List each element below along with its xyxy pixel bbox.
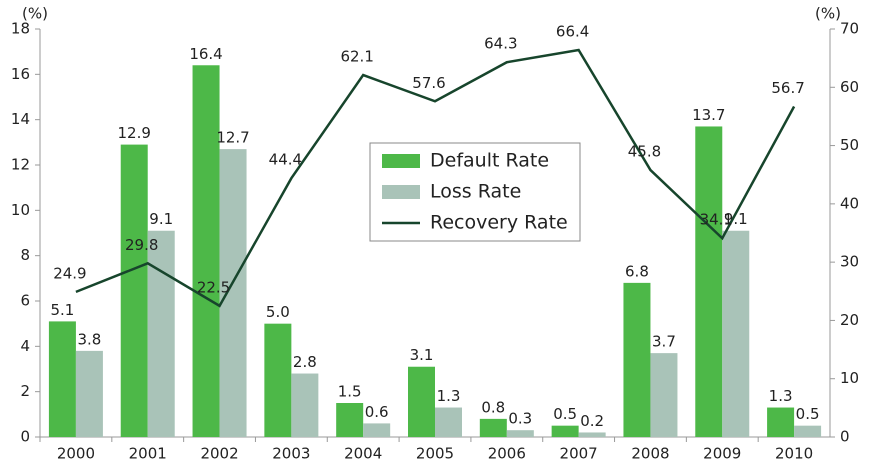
legend-label: Loss Rate [430,181,521,203]
legend-label: Recovery Rate [430,212,568,234]
bar-value-label: 3.7 [652,333,676,351]
x-tick-label: 2008 [631,445,669,463]
bar-value-label: 5.0 [266,303,290,321]
line-value-label: 22.5 [197,278,230,296]
y-axis-label: (%) [22,5,48,23]
bar-value-label: 1.3 [769,387,793,405]
bar [578,432,606,437]
y-tick-label: 2 [20,382,30,400]
bar [435,407,462,437]
bar-value-label: 3.8 [77,330,101,348]
bar [291,373,319,437]
bar [336,403,364,437]
bar [219,149,247,437]
y-tick-label: 0 [20,428,30,446]
y2-tick-label: 0 [840,428,850,446]
bar-value-label: 5.1 [50,301,74,319]
line-value-label: 57.6 [412,74,445,92]
bar [363,423,391,437]
y2-tick-label: 20 [840,311,859,329]
bar [75,350,103,437]
x-tick-label: 2001 [129,445,167,463]
bar-value-label: 0.5 [553,405,577,423]
bar-value-label: 6.8 [625,262,649,280]
bar [264,323,292,437]
y-tick-label: 16 [11,65,30,83]
bar [623,282,651,437]
bar-value-label: 13.7 [692,106,725,124]
x-tick-label: 2004 [344,445,382,463]
y2-tick-label: 40 [840,194,859,212]
line-value-label: 24.9 [53,264,86,282]
y-tick-label: 18 [11,20,30,38]
bar [147,230,175,437]
bar [192,65,220,438]
y2-tick-label: 10 [840,369,859,387]
y2-tick-label: 60 [840,78,859,96]
bar-value-label: 1.3 [437,387,461,405]
y-tick-label: 12 [11,156,30,174]
bar-value-label: 16.4 [189,45,222,63]
line-value-label: 34.1 [700,211,733,229]
bar [794,425,822,437]
bar [650,353,678,437]
bar-value-label: 0.8 [481,398,505,416]
bar-value-label: 0.5 [796,405,820,423]
x-tick-label: 2006 [488,445,526,463]
legend-swatch [382,154,420,168]
x-tick-label: 2007 [560,445,598,463]
bar [506,430,534,437]
line-value-label: 56.7 [771,79,804,97]
bar-value-label: 1.5 [338,383,362,401]
y2-tick-label: 70 [840,20,859,38]
x-tick-label: 2009 [703,445,741,463]
y2-tick-label: 50 [840,136,859,154]
bar [551,425,579,437]
bar-value-label: 12.9 [118,124,151,142]
legend-label: Default Rate [430,150,549,172]
line-value-label: 45.8 [628,143,661,161]
line-value-label: 29.8 [125,236,158,254]
bar [48,321,76,437]
bar-value-label: 2.8 [293,353,317,371]
legend-swatch [382,185,420,199]
line [75,48,796,308]
bar [120,144,148,437]
legend: Default Rate Loss Rate Recovery Rate [369,142,581,242]
x-tick-label: 2002 [200,445,238,463]
bar [695,126,723,437]
bar-value-label: 0.3 [508,410,532,428]
line-value-label: 66.4 [556,22,589,40]
y-tick-label: 8 [20,246,30,264]
bar-value-label: 12.7 [216,129,249,147]
x-tick-label: 2010 [775,445,813,463]
x-tick-label: 2005 [416,445,454,463]
y-tick-label: 4 [20,337,30,355]
bar-value-label: 3.1 [410,346,434,364]
bar [767,407,795,437]
x-tick-label: 2003 [272,445,310,463]
line-value-label: 44.4 [269,151,302,169]
bar-value-label: 9.1 [149,210,173,228]
y-tick-label: 14 [11,110,30,128]
y-tick-label: 10 [11,201,30,219]
line-value-label: 64.3 [484,35,517,53]
y2-tick-label: 30 [840,253,859,271]
bar [408,366,435,437]
line-value-label: 62.1 [340,48,373,66]
bar [722,230,750,437]
y2-axis-label: (%) [815,5,841,23]
x-tick-label: 2000 [57,445,95,463]
bar-value-label: 0.2 [580,412,604,430]
y-tick-label: 6 [20,292,30,310]
bar [479,418,507,437]
bar-value-label: 0.6 [365,403,389,421]
